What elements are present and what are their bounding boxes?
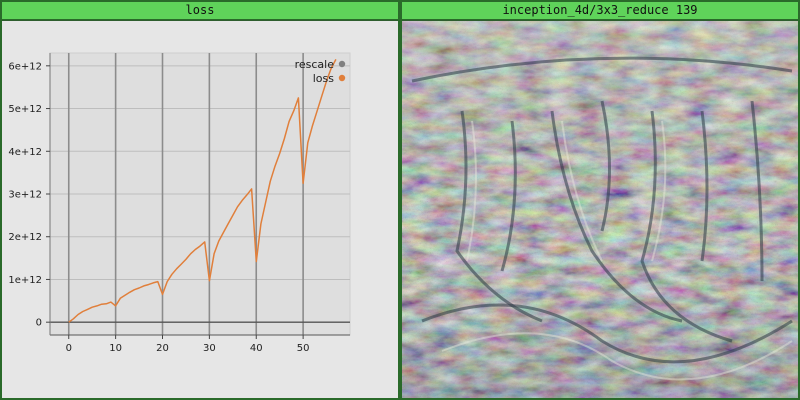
y-tick-label: 2e+12 <box>8 232 42 243</box>
y-tick-label: 0 <box>36 318 42 329</box>
deepdream-image-render <box>402 21 798 398</box>
loss-panel: loss 0 1e+12 2e+12 3e+12 4e+12 5e+12 6e+12 0 10… <box>0 0 400 400</box>
x-tick-label: 20 <box>156 343 169 354</box>
x-tick-label: 50 <box>297 343 310 354</box>
x-tick-label: 10 <box>109 343 122 354</box>
loss-panel-title: loss <box>2 2 398 20</box>
visualization-panel: inception_4d/3x3_reduce 139 <box>400 0 800 400</box>
deepdream-image[interactable] <box>402 21 798 398</box>
y-tick-label: 1e+12 <box>8 275 42 286</box>
y-tick-label: 5e+12 <box>8 104 42 115</box>
y-tick-label: 3e+12 <box>8 190 42 201</box>
series-loss-line <box>68 59 337 323</box>
loss-chart[interactable]: 0 1e+12 2e+12 3e+12 4e+12 5e+12 6e+12 0 10 20 30 4… <box>2 21 398 400</box>
y-tick-label: 6e+12 <box>8 61 42 72</box>
x-tick-label: 30 <box>203 343 216 354</box>
y-tick-label: 4e+12 <box>8 147 42 158</box>
visualization-panel-title: inception_4d/3x3_reduce 139 <box>402 2 798 20</box>
legend-rescale-label: rescale <box>295 58 335 71</box>
legend-rescale-dot <box>338 60 346 68</box>
legend-loss-dot <box>338 74 346 82</box>
loss-chart-area[interactable]: 0 1e+12 2e+12 3e+12 4e+12 5e+12 6e+12 0 10 20 30 4… <box>2 21 398 398</box>
x-tick-label: 0 <box>66 343 72 354</box>
legend-loss-label: loss <box>313 72 335 85</box>
x-tick-label: 40 <box>250 343 263 354</box>
